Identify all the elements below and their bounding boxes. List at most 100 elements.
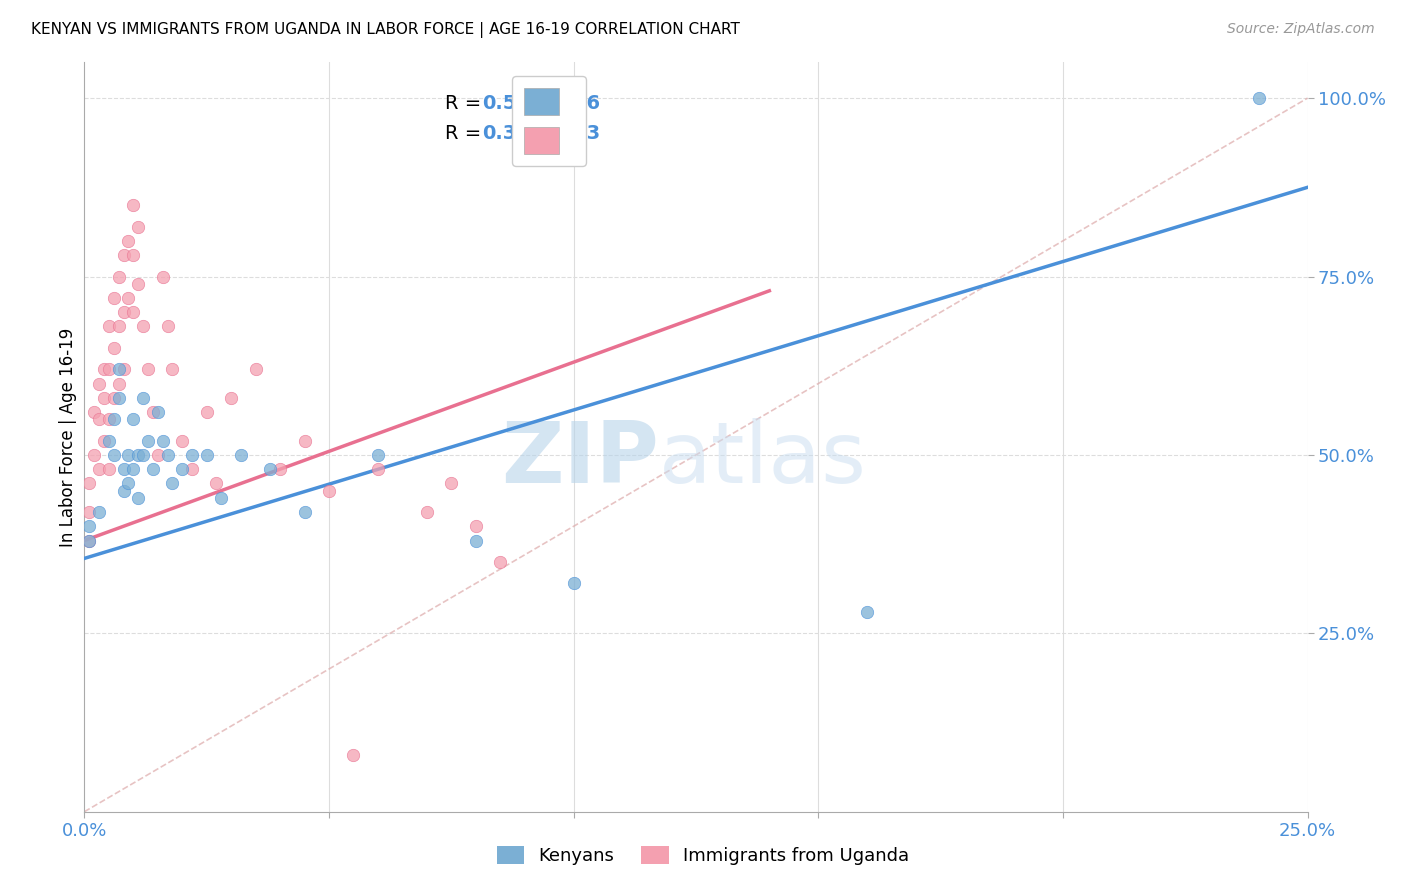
Point — [136, 434, 159, 448]
Point — [856, 605, 879, 619]
Point — [146, 448, 169, 462]
Point — [97, 319, 120, 334]
Point — [181, 462, 204, 476]
Point — [440, 476, 463, 491]
Point — [132, 448, 155, 462]
Point — [117, 448, 139, 462]
Legend: Kenyans, Immigrants from Uganda: Kenyans, Immigrants from Uganda — [488, 837, 918, 874]
Point — [142, 462, 165, 476]
Point — [464, 519, 486, 533]
Point — [103, 448, 125, 462]
Point — [318, 483, 340, 498]
Point — [127, 448, 149, 462]
Point — [1247, 91, 1270, 105]
Point — [112, 248, 135, 262]
Point — [219, 391, 242, 405]
Point — [122, 462, 145, 476]
Point — [77, 476, 100, 491]
Point — [122, 412, 145, 426]
Point — [489, 555, 512, 569]
Text: 53: 53 — [574, 124, 600, 143]
Point — [152, 269, 174, 284]
Point — [259, 462, 281, 476]
Point — [136, 362, 159, 376]
Point — [127, 491, 149, 505]
Point — [172, 434, 194, 448]
Point — [97, 434, 120, 448]
Point — [294, 434, 316, 448]
Point — [117, 234, 139, 248]
Point — [156, 448, 179, 462]
Point — [112, 305, 135, 319]
Point — [93, 434, 115, 448]
Text: R =: R = — [446, 124, 488, 143]
Text: N =: N = — [534, 124, 591, 143]
Point — [162, 362, 184, 376]
Point — [205, 476, 228, 491]
Point — [132, 391, 155, 405]
Point — [195, 448, 218, 462]
Point — [122, 198, 145, 212]
Point — [142, 405, 165, 419]
Point — [294, 505, 316, 519]
Point — [464, 533, 486, 548]
Y-axis label: In Labor Force | Age 16-19: In Labor Force | Age 16-19 — [59, 327, 77, 547]
Point — [107, 362, 129, 376]
Point — [112, 462, 135, 476]
Point — [97, 412, 120, 426]
Text: KENYAN VS IMMIGRANTS FROM UGANDA IN LABOR FORCE | AGE 16-19 CORRELATION CHART: KENYAN VS IMMIGRANTS FROM UGANDA IN LABO… — [31, 22, 740, 38]
Text: 0.591: 0.591 — [482, 95, 543, 113]
Point — [146, 405, 169, 419]
Point — [87, 412, 110, 426]
Point — [562, 576, 585, 591]
Point — [269, 462, 291, 476]
Point — [83, 405, 105, 419]
Point — [93, 362, 115, 376]
Point — [87, 505, 110, 519]
Point — [83, 448, 105, 462]
Text: N =: N = — [534, 95, 591, 113]
Point — [245, 362, 267, 376]
Point — [77, 519, 100, 533]
Point — [87, 462, 110, 476]
Point — [122, 305, 145, 319]
Point — [156, 319, 179, 334]
Point — [367, 448, 389, 462]
Point — [103, 291, 125, 305]
Point — [122, 248, 145, 262]
Text: 36: 36 — [574, 95, 600, 113]
Point — [97, 462, 120, 476]
Text: 0.343: 0.343 — [482, 124, 543, 143]
Point — [172, 462, 194, 476]
Point — [103, 341, 125, 355]
Text: atlas: atlas — [659, 418, 868, 501]
Point — [112, 362, 135, 376]
Point — [127, 219, 149, 234]
Point — [162, 476, 184, 491]
Text: R =: R = — [446, 95, 488, 113]
Point — [112, 483, 135, 498]
Point — [87, 376, 110, 391]
Point — [132, 319, 155, 334]
Point — [97, 362, 120, 376]
Point — [127, 277, 149, 291]
Point — [103, 412, 125, 426]
Point — [416, 505, 439, 519]
Point — [107, 391, 129, 405]
Point — [117, 291, 139, 305]
Point — [229, 448, 252, 462]
Point — [181, 448, 204, 462]
Point — [93, 391, 115, 405]
Point — [107, 269, 129, 284]
Legend: , : , — [512, 76, 586, 166]
Point — [195, 405, 218, 419]
Point — [342, 747, 364, 762]
Point — [77, 533, 100, 548]
Point — [117, 476, 139, 491]
Text: ZIP: ZIP — [502, 418, 659, 501]
Point — [107, 319, 129, 334]
Point — [367, 462, 389, 476]
Point — [103, 391, 125, 405]
Point — [77, 533, 100, 548]
Point — [152, 434, 174, 448]
